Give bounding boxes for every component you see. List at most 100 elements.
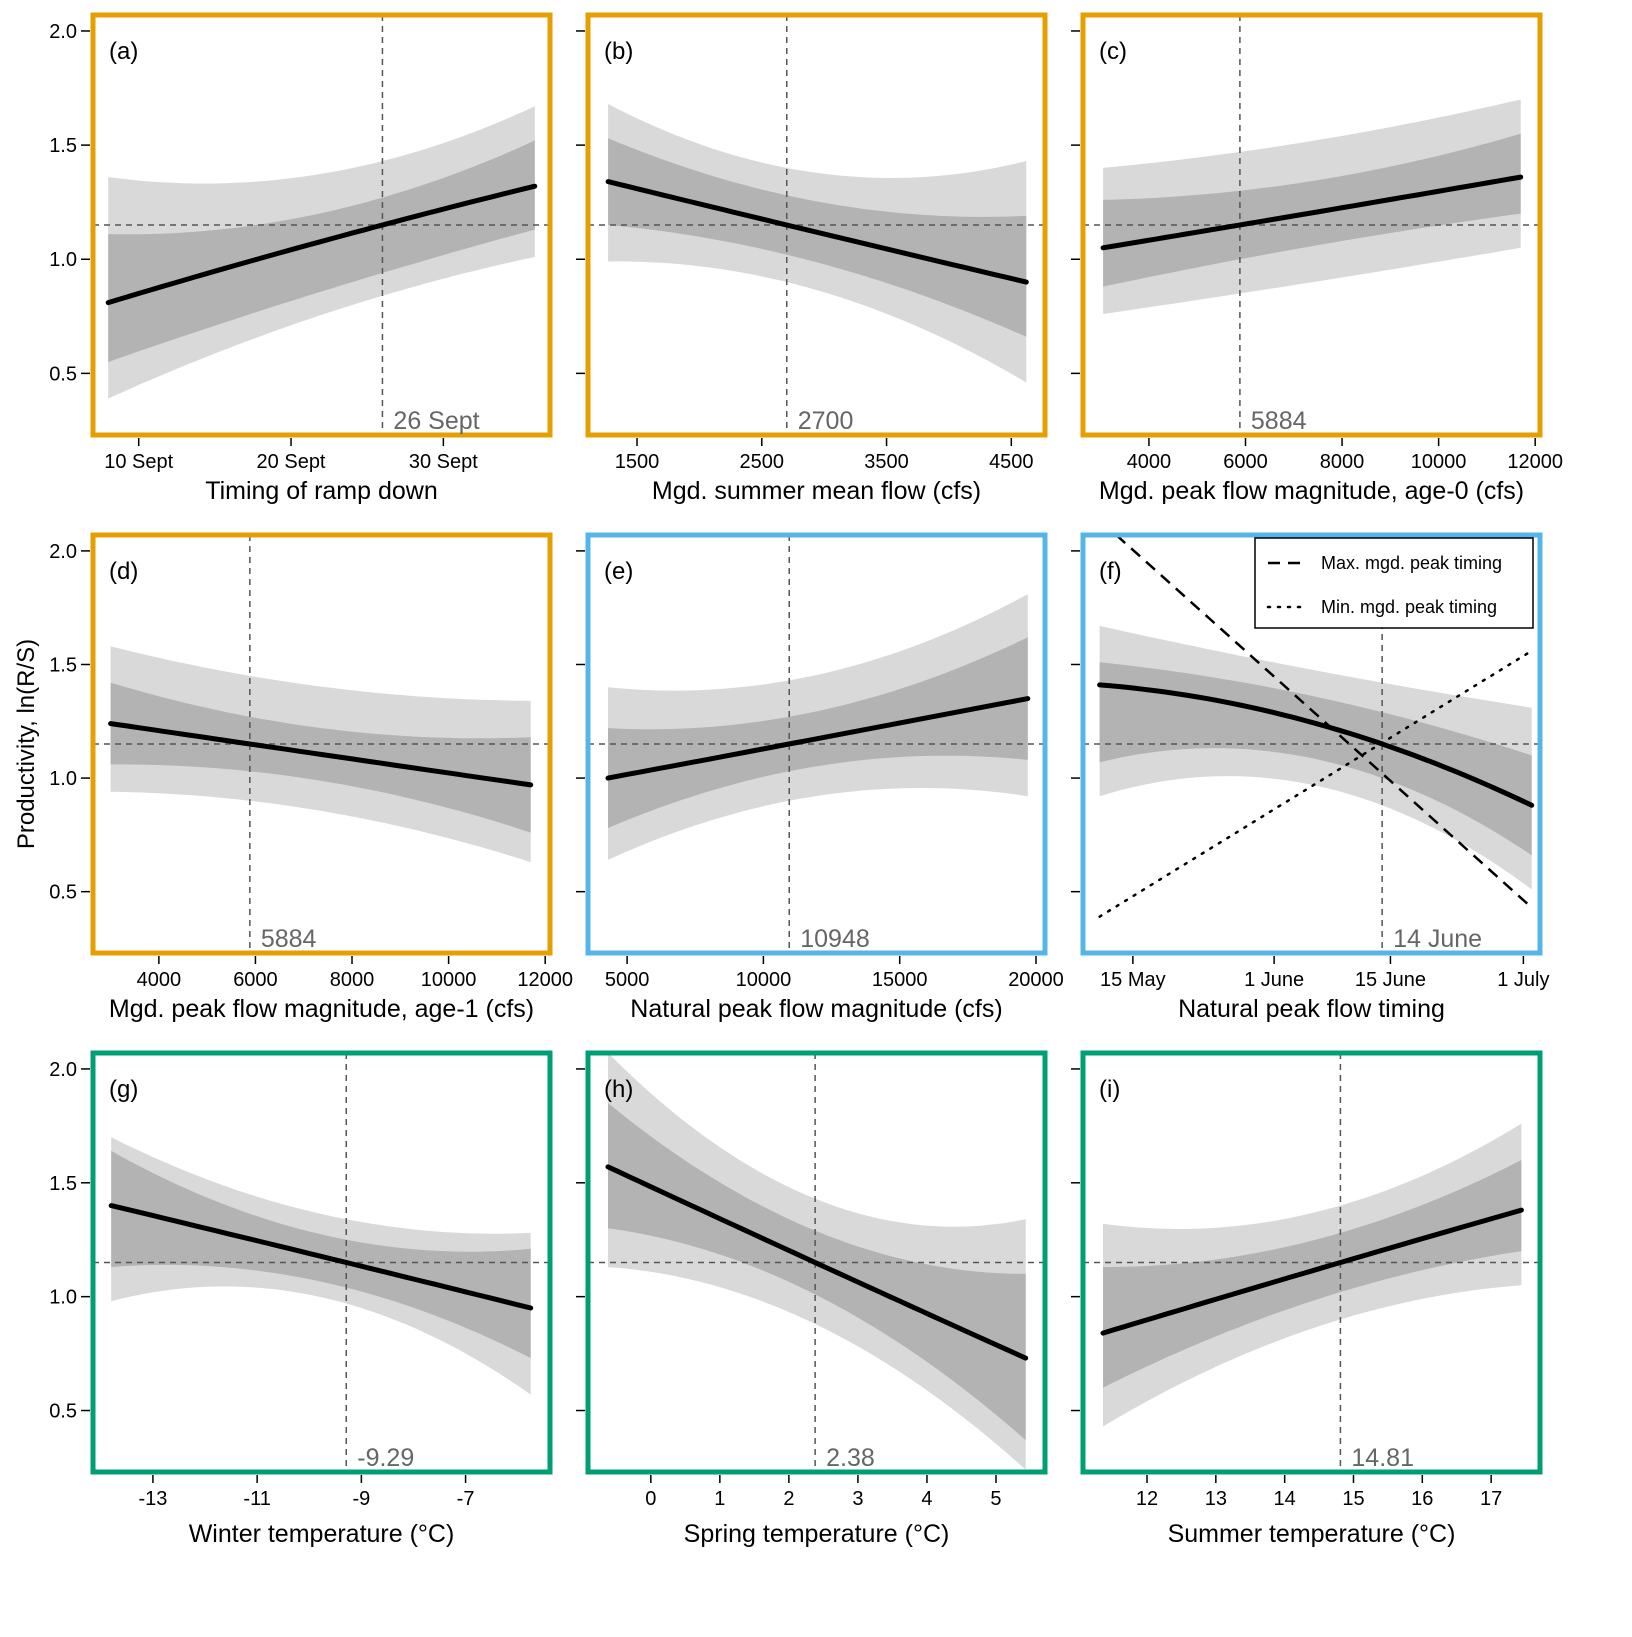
x-tick-label: 8000 — [1320, 451, 1365, 473]
panel-b: (b) 2700 1500 2500 3500 4500 Mgd. summer mean … — [576, 12, 1048, 505]
panel-f: (f) 14 June 15 May 1 June 15 June 1 July Natur… — [1071, 532, 1550, 1023]
y-tick-label: 1.0 — [49, 1287, 77, 1309]
x-tick-label: 12000 — [1507, 451, 1563, 473]
x-axis-label: Winter temperature (°C) — [189, 1520, 455, 1548]
y-tick-label: 1.0 — [49, 768, 77, 790]
x-tick-label: 15 — [1342, 1488, 1364, 1510]
panel-d: (d) 5884 0.5 1.0 1.5 2.0 4000 6000 8000 10000 1200… — [49, 532, 573, 1023]
fitted-line — [605, 179, 1029, 285]
x-tick-label: 6000 — [1223, 451, 1268, 473]
plot-area — [1083, 535, 1540, 953]
y-tick-label: 1.0 — [49, 249, 77, 271]
inner-interval-band — [110, 682, 531, 833]
panel-label: (i) — [1099, 1076, 1120, 1103]
x-tick-label: 15 June — [1355, 969, 1426, 991]
series-dotted-line — [1098, 649, 1533, 918]
y-tick-label: 1.5 — [49, 135, 77, 157]
x-axis-label: Timing of ramp down — [205, 477, 438, 505]
reference-value-label: 5884 — [261, 925, 317, 953]
fitted-line — [108, 1203, 534, 1311]
x-tick-label: 15000 — [872, 969, 928, 991]
y-tick-label: 2.0 — [49, 1059, 77, 1081]
x-tick-label: 10000 — [421, 969, 477, 991]
plot-area — [588, 1053, 1045, 1472]
x-axis-label: Mgd. peak flow magnitude, age-0 (cfs) — [1099, 477, 1524, 505]
y-tick-label: 1.5 — [49, 1173, 77, 1195]
panel-h: (h) 2.38 0 1 2 3 4 5 Spring temperature (°C) — [576, 1050, 1048, 1548]
fitted-line — [1100, 174, 1524, 251]
fitted-line — [105, 183, 538, 306]
x-tick-label: -7 — [457, 1488, 475, 1510]
panel-frame — [585, 1050, 1048, 1475]
x-tick-label: 5000 — [605, 969, 650, 991]
panel-label: (f) — [1099, 558, 1122, 585]
x-tick-label: 3 — [852, 1488, 863, 1510]
x-tick-label: 15 May — [1100, 969, 1166, 991]
reference-value-label: 5884 — [1251, 407, 1307, 435]
inner-interval-band — [1103, 133, 1521, 287]
x-tick-label: 1500 — [615, 451, 660, 473]
x-tick-label: 20000 — [1008, 969, 1064, 991]
reference-value-label: 10948 — [800, 925, 870, 953]
x-tick-label: 10 Sept — [104, 451, 173, 473]
inner-interval-band — [108, 140, 535, 362]
x-tick-label: 16 — [1411, 1488, 1433, 1510]
panel-a: (a) 26 Sept 0.5 1.0 1.5 2.0 10 Sept 20 Sept 30 S… — [49, 12, 553, 505]
panel-label: (h) — [604, 1076, 633, 1103]
inner-interval-band — [608, 1103, 1026, 1441]
x-tick-label: 3500 — [864, 451, 909, 473]
x-tick-label: -9 — [352, 1488, 370, 1510]
x-tick-label: 10000 — [736, 969, 792, 991]
x-tick-label: 13 — [1205, 1488, 1227, 1510]
x-tick-label: 2500 — [740, 451, 785, 473]
legend-box — [1254, 537, 1534, 629]
x-tick-label: 6000 — [233, 969, 278, 991]
inner-interval-band — [608, 637, 1028, 829]
x-axis-label: Mgd. peak flow magnitude, age-1 (cfs) — [109, 995, 534, 1023]
panel-frame — [1080, 1050, 1543, 1475]
legend-label: Max. mgd. peak timing — [1321, 553, 1502, 573]
panel-label: (d) — [109, 558, 138, 585]
panel-label: (a) — [109, 38, 138, 65]
y-tick-label: 2.0 — [49, 21, 77, 43]
inner-interval-band — [1099, 662, 1532, 856]
panel-e: (e) 10948 5000 10000 15000 20000 Natural peak … — [576, 532, 1064, 1023]
x-axis-label: Natural peak flow magnitude (cfs) — [630, 995, 1002, 1023]
series-dashed-line — [1115, 535, 1533, 909]
panel-label: (b) — [604, 38, 633, 65]
x-tick-label: 12 — [1136, 1488, 1158, 1510]
x-tick-label: -11 — [243, 1488, 270, 1510]
plot-area — [93, 15, 550, 435]
x-tick-label: 2 — [783, 1488, 794, 1510]
plot-area — [93, 535, 550, 953]
panel-frame — [90, 12, 553, 438]
reference-value-label: 26 Sept — [393, 407, 479, 435]
x-tick-label: 14 — [1274, 1488, 1296, 1510]
y-tick-label: 0.5 — [49, 363, 77, 385]
fitted-line — [605, 696, 1031, 781]
inner-interval-band — [608, 138, 1027, 337]
x-tick-label: 4000 — [137, 969, 182, 991]
reference-value-label: -9.29 — [357, 1444, 414, 1472]
y-tick-label: 2.0 — [49, 541, 77, 563]
y-axis-label: Productivity, ln(R/S) — [13, 639, 40, 849]
panel-frame — [585, 12, 1048, 438]
fitted-line — [1100, 1207, 1524, 1336]
plot-area — [1083, 15, 1540, 435]
panel-label: (e) — [604, 558, 633, 585]
legend: Max. mgd. peak timing Min. mgd. peak timi… — [1254, 537, 1534, 629]
x-tick-label: 20 Sept — [257, 451, 326, 473]
plot-area — [1083, 1053, 1540, 1472]
panel-frame — [1080, 12, 1543, 438]
panel-label: (g) — [109, 1076, 138, 1103]
x-tick-label: 1 July — [1497, 969, 1549, 991]
fitted-line — [605, 1164, 1029, 1361]
x-tick-label: 4500 — [989, 451, 1034, 473]
plot-area — [588, 535, 1045, 953]
y-tick-label: 1.5 — [49, 654, 77, 676]
fitted-line — [108, 721, 534, 788]
plot-area — [588, 15, 1045, 435]
x-tick-label: 12000 — [517, 969, 573, 991]
